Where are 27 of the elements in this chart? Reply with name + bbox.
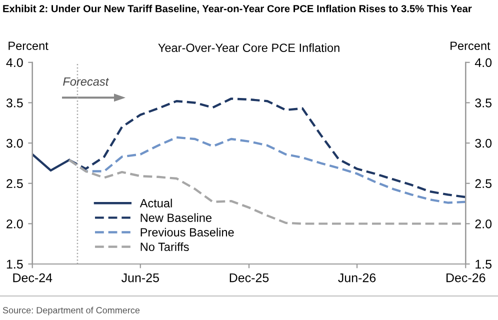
y2-tick-label: 2.0 (475, 219, 492, 228)
x-tick-label: Dec-26 (446, 273, 486, 282)
legend-label: Actual (140, 198, 172, 208)
legend-label: No Tariffs (140, 242, 189, 252)
x-tick-label: Dec-24 (13, 273, 52, 282)
y2-axis-title: Percent (450, 42, 490, 50)
y2-tick-label: 2.5 (475, 179, 492, 188)
x-tick-label: Dec-25 (230, 273, 269, 282)
x-tick-label: Jun-26 (338, 273, 376, 282)
y2-tick-label: 3.5 (475, 98, 492, 108)
y-tick-label: 3.0 (6, 138, 23, 148)
y2-tick-label: 1.5 (476, 260, 492, 269)
legend-label: New Baseline (140, 213, 212, 222)
y-tick-label: 1.5 (6, 260, 23, 269)
y-tick-label: 3.5 (6, 98, 23, 108)
chart-title: Exhibit 2: Under Our New Tariff Baseline, Year-on-Year Core PCE Inflation Rises to 3.5% This Year (3, 4, 472, 14)
y-tick-label: 2.0 (6, 219, 23, 228)
y-tick-label: 4.0 (6, 58, 23, 68)
y2-tick-label: 3.0 (475, 138, 492, 148)
source-note: Source: Department of Commerce (2, 306, 140, 316)
y2-tick-label: 4.0 (474, 58, 492, 68)
legend-label: Previous Baseline (140, 228, 234, 236)
y-tick-label: 2.5 (6, 179, 23, 188)
chart-subtitle: Year-Over-Year Core PCE Inflation (158, 43, 340, 52)
y-axis-title: Percent (8, 42, 48, 50)
x-tick-label: Jun-25 (121, 273, 159, 282)
annotation: Forecast (63, 77, 110, 86)
